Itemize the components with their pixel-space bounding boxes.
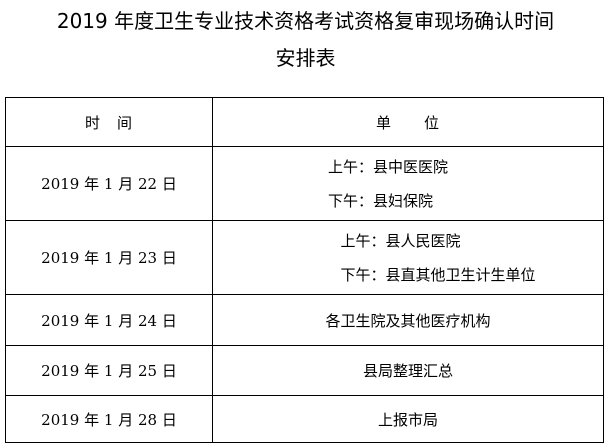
table-row: 2019 年 1 月 28 日 上报市局	[5, 395, 604, 443]
unit-cell: 各卫生院及其他医疗机构	[212, 294, 604, 346]
title-line-1: 2019 年度卫生专业技术资格考试资格复审现场确认时间	[56, 9, 555, 33]
unit-line: 上午：县人民医院	[340, 231, 461, 250]
table-header: 时 间 单 位	[5, 97, 604, 147]
date-cell: 2019 年 1 月 28 日	[5, 395, 213, 443]
header-time: 时 间	[5, 97, 213, 147]
unit-line: 下午：县妇保院	[327, 191, 433, 210]
table-row: 2019 年 1 月 24 日 各卫生院及其他医疗机构	[5, 294, 604, 346]
title-line-2: 安排表	[275, 46, 336, 70]
unit-cell: 县局整理汇总	[212, 345, 604, 396]
unit-cell: 上午：县人民医院下午：县直其他卫生计生单位	[212, 220, 604, 295]
schedule-table: 时 间 单 位 2019 年 1 月 22 日 上午：县中医医院 下午：县妇保院 …	[5, 97, 604, 443]
date-cell: 2019 年 1 月 24 日	[5, 294, 213, 346]
table-row: 2019 年 1 月 23 日 上午：县人民医院下午：县直其他卫生计生单位	[5, 220, 604, 295]
unit-line: 下午：县直其他卫生计生单位	[340, 265, 536, 284]
date-cell: 2019 年 1 月 22 日	[5, 146, 213, 221]
table-row: 2019 年 1 月 22 日 上午：县中医医院 下午：县妇保院	[5, 146, 604, 221]
unit-cell: 上报市局	[212, 395, 604, 443]
header-unit: 单 位	[212, 97, 604, 147]
unit-line: 上午：县中医医院	[327, 157, 448, 176]
date-cell: 2019 年 1 月 23 日	[5, 220, 213, 295]
table-row: 2019 年 1 月 25 日 县局整理汇总	[5, 345, 604, 396]
unit-cell: 上午：县中医医院 下午：县妇保院	[212, 146, 604, 221]
date-cell: 2019 年 1 月 25 日	[5, 345, 213, 396]
